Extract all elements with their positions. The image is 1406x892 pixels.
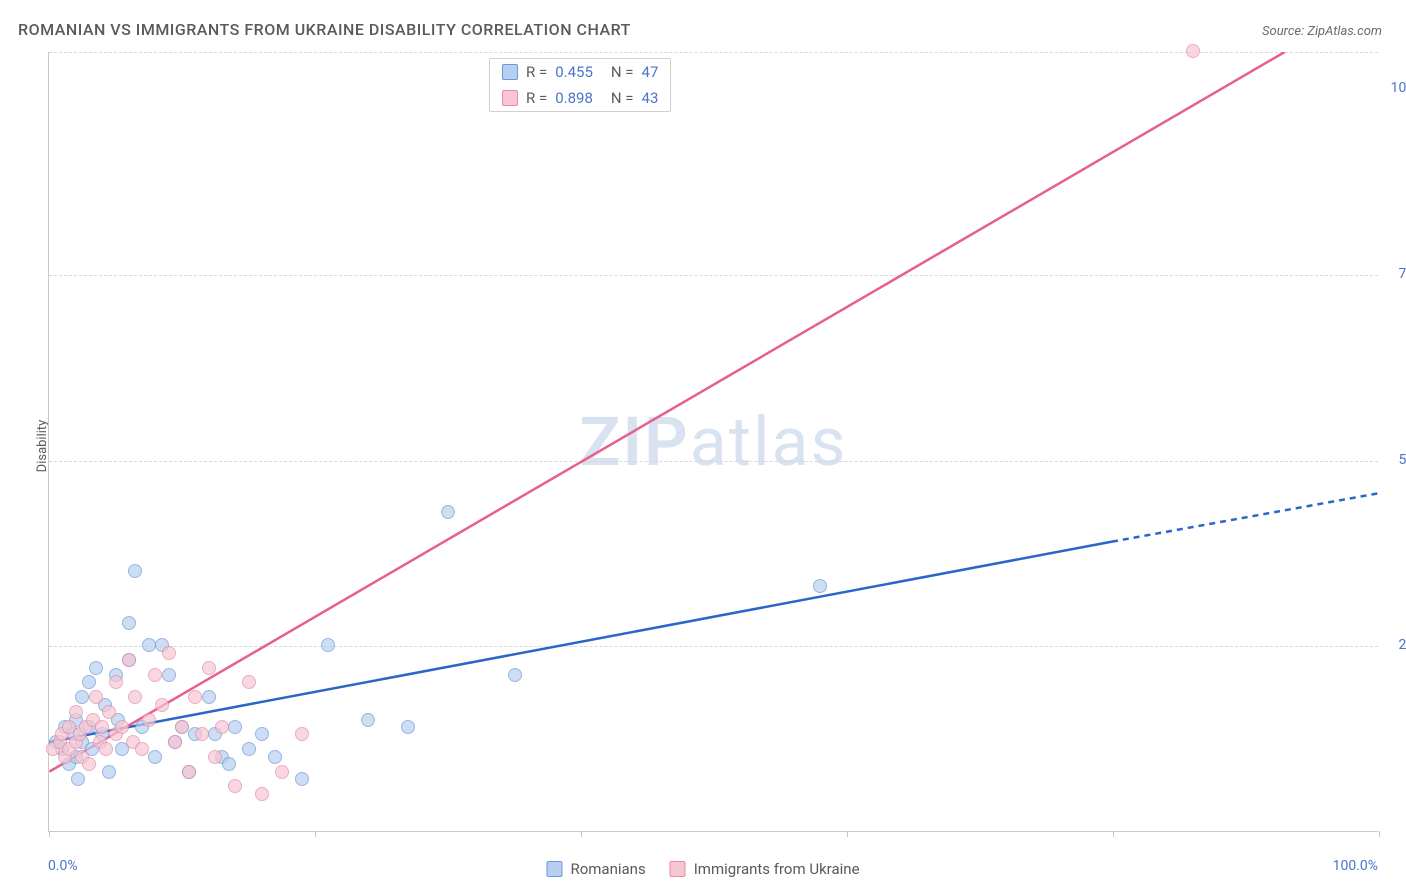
data-point-ukraine	[188, 690, 202, 704]
swatch-ukraine	[670, 861, 686, 877]
legend-item-ukraine: Immigrants from Ukraine	[670, 860, 860, 878]
swatch-romanians	[502, 64, 518, 80]
data-point-romanians	[222, 757, 236, 771]
data-point-ukraine	[122, 653, 136, 667]
data-point-ukraine	[99, 742, 113, 756]
watermark-part2: atlas	[690, 402, 848, 482]
data-point-ukraine	[202, 661, 216, 675]
source-attribution: Source: ZipAtlas.com	[1262, 24, 1382, 39]
y-axis-value: 25.0%	[1398, 637, 1406, 653]
data-point-ukraine	[242, 675, 256, 689]
x-tick	[49, 831, 50, 837]
data-point-romanians	[102, 765, 116, 779]
data-point-romanians	[71, 772, 85, 786]
data-point-romanians	[122, 616, 136, 630]
data-point-ukraine	[82, 757, 96, 771]
data-point-romanians	[228, 720, 242, 734]
data-point-ukraine	[182, 765, 196, 779]
trend-line-romanians	[49, 542, 1112, 742]
swatch-romanians	[546, 861, 562, 877]
x-tick	[1379, 831, 1380, 837]
n-value: 43	[642, 89, 659, 107]
data-point-romanians	[75, 690, 89, 704]
data-point-ukraine	[142, 713, 156, 727]
data-point-ukraine	[255, 787, 269, 801]
data-point-ukraine	[295, 727, 309, 741]
plot-area: ZIPatlas R =0.455N =47R =0.898N =43 25.0…	[48, 52, 1378, 832]
data-point-ukraine	[155, 698, 169, 712]
x-tick	[581, 831, 582, 837]
data-point-ukraine	[162, 646, 176, 660]
data-point-ukraine	[175, 720, 189, 734]
data-point-ukraine	[69, 705, 83, 719]
x-axis-min-label: 0.0%	[48, 858, 78, 874]
data-point-ukraine	[115, 720, 129, 734]
data-point-ukraine	[109, 675, 123, 689]
data-point-ukraine	[208, 750, 222, 764]
gridline	[49, 275, 1378, 276]
gridline	[49, 646, 1378, 647]
data-point-romanians	[128, 564, 142, 578]
series-legend: Romanians Immigrants from Ukraine	[546, 860, 859, 878]
r-value: 0.455	[555, 63, 593, 81]
legend-label: Romanians	[570, 860, 645, 878]
data-point-ukraine	[168, 735, 182, 749]
legend-label: Immigrants from Ukraine	[694, 860, 860, 878]
data-point-ukraine	[1186, 44, 1200, 58]
data-point-ukraine	[228, 779, 242, 793]
stats-legend-row-romanians: R = 0.455 N = 47	[490, 59, 670, 85]
data-point-romanians	[361, 713, 375, 727]
swatch-ukraine	[502, 90, 518, 106]
gridline	[49, 52, 1378, 53]
data-point-ukraine	[102, 705, 116, 719]
data-point-ukraine	[215, 720, 229, 734]
y-axis-value: 75.0%	[1398, 266, 1406, 282]
n-value: 47	[642, 63, 659, 81]
data-point-ukraine	[195, 727, 209, 741]
data-point-romanians	[242, 742, 256, 756]
data-point-romanians	[268, 750, 282, 764]
n-label: N =	[611, 63, 634, 81]
x-tick	[847, 831, 848, 837]
chart-container: ROMANIAN VS IMMIGRANTS FROM UKRAINE DISA…	[0, 0, 1406, 892]
data-point-romanians	[148, 750, 162, 764]
x-axis-max-label: 100.0%	[1333, 858, 1378, 874]
legend-item-romanians: Romanians	[546, 860, 645, 878]
stats-legend-row-ukraine: R = 0.898 N = 43	[490, 85, 670, 111]
data-point-ukraine	[135, 742, 149, 756]
r-label: R =	[526, 63, 547, 81]
data-point-romanians	[401, 720, 415, 734]
data-point-ukraine	[275, 765, 289, 779]
data-point-ukraine	[89, 690, 103, 704]
data-point-ukraine	[128, 690, 142, 704]
data-point-romanians	[202, 690, 216, 704]
r-label: R =	[526, 89, 547, 107]
trend-line-dashed-romanians	[1112, 493, 1378, 541]
data-point-romanians	[255, 727, 269, 741]
y-axis-value: 50.0%	[1398, 452, 1406, 468]
gridline	[49, 461, 1378, 462]
trend-line-ukraine	[49, 52, 1284, 772]
data-point-romanians	[508, 668, 522, 682]
data-point-romanians	[89, 661, 103, 675]
data-point-romanians	[295, 772, 309, 786]
trend-lines-svg	[49, 52, 1378, 831]
x-tick	[1113, 831, 1114, 837]
chart-title: ROMANIAN VS IMMIGRANTS FROM UKRAINE DISA…	[18, 20, 631, 39]
r-value: 0.898	[555, 89, 593, 107]
y-axis-value: 100.0%	[1391, 80, 1406, 96]
n-label: N =	[611, 89, 634, 107]
data-point-romanians	[441, 505, 455, 519]
data-point-ukraine	[95, 720, 109, 734]
watermark: ZIPatlas	[579, 402, 847, 482]
data-point-romanians	[82, 675, 96, 689]
stats-legend: R = 0.455 N = 47 R = 0.898 N = 43	[489, 58, 671, 112]
data-point-romanians	[813, 579, 827, 593]
data-point-romanians	[162, 668, 176, 682]
data-point-ukraine	[148, 668, 162, 682]
x-tick	[315, 831, 316, 837]
data-point-romanians	[321, 638, 335, 652]
data-point-romanians	[142, 638, 156, 652]
watermark-part1: ZIP	[579, 402, 689, 482]
